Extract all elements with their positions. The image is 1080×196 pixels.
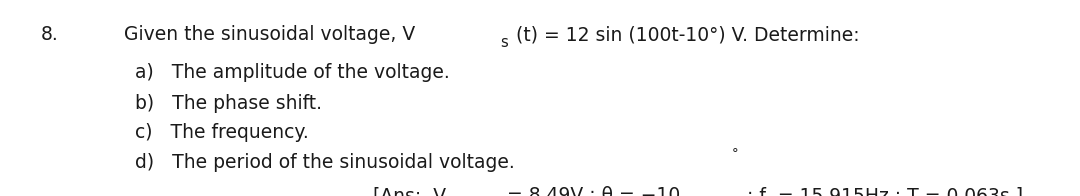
Text: c)   The frequency.: c) The frequency. xyxy=(135,123,309,142)
Text: °: ° xyxy=(732,147,739,160)
Text: a)   The amplitude of the voltage.: a) The amplitude of the voltage. xyxy=(135,63,449,82)
Text: 8.: 8. xyxy=(41,25,58,44)
Text: (t) = 12 sin (100t-10°) V. Determine:: (t) = 12 sin (100t-10°) V. Determine: xyxy=(510,25,860,44)
Text: Given the sinusoidal voltage, V: Given the sinusoidal voltage, V xyxy=(124,25,416,44)
Text: [Ans:  V: [Ans: V xyxy=(373,186,446,196)
Text: s: s xyxy=(500,35,508,50)
Text: ; f  = 15.915Hz ; T = 0.063s ]: ; f = 15.915Hz ; T = 0.063s ] xyxy=(741,186,1023,196)
Text: b)   The phase shift.: b) The phase shift. xyxy=(135,94,322,113)
Text: = 8.49V ; θ = −10: = 8.49V ; θ = −10 xyxy=(501,186,680,196)
Text: d)   The period of the sinusoidal voltage.: d) The period of the sinusoidal voltage. xyxy=(135,153,515,172)
